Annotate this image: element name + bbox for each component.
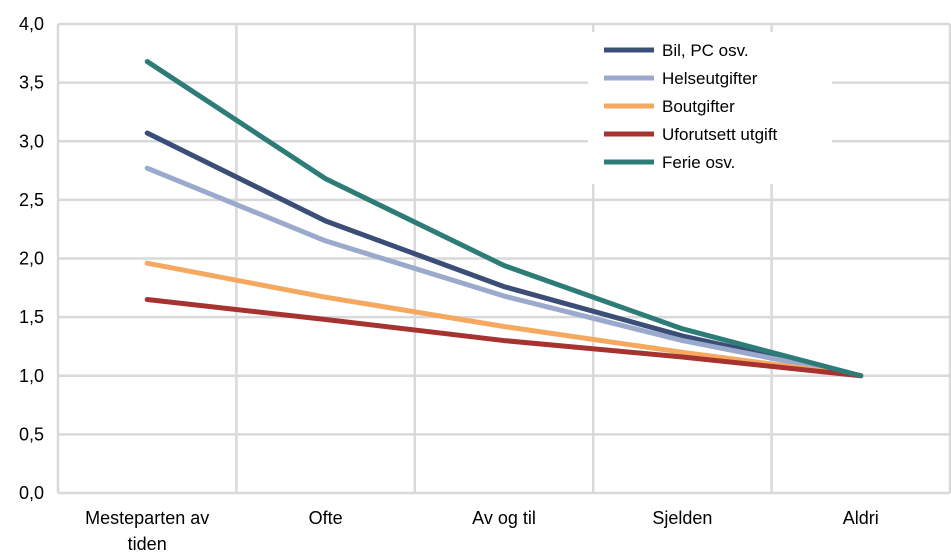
gridlines <box>56 22 951 495</box>
series-line-2 <box>144 260 864 379</box>
x-tick-label: Sjelden <box>652 508 712 528</box>
y-tick-label: 0,0 <box>19 483 44 503</box>
legend: Bil, PC osv. Helseutgifter Boutgifter Uforu… <box>588 32 832 184</box>
series-lines <box>144 59 864 379</box>
axes: 0,0 0,5 1,0 1,5 2,0 2,5 3,0 3,5 4,0 Mesteparten a… <box>19 14 879 554</box>
y-tick-label: 1,0 <box>19 366 44 386</box>
y-tick-label: 2,0 <box>19 249 44 269</box>
y-tick-label: 3,5 <box>19 73 44 93</box>
series-line-3 <box>144 297 864 379</box>
y-tick-label: 1,5 <box>19 307 44 327</box>
y-tick-label: 4,0 <box>19 14 44 34</box>
legend-label: Ferie osv. <box>662 153 735 172</box>
y-tick-label: 0,5 <box>19 424 44 444</box>
x-tick-label: Mesteparten av tiden <box>85 508 209 554</box>
x-tick-label: Ofte <box>309 508 343 528</box>
x-tick-label: Aldri <box>843 508 879 528</box>
legend-label: Boutgifter <box>662 97 735 116</box>
y-tick-label: 2,5 <box>19 190 44 210</box>
y-tick-label: 3,0 <box>19 131 44 151</box>
legend-label: Uforutsett utgift <box>662 125 778 144</box>
legend-label: Helseutgifter <box>662 69 758 88</box>
x-tick-label: Av og til <box>472 508 536 528</box>
legend-label: Bil, PC osv. <box>662 41 749 60</box>
